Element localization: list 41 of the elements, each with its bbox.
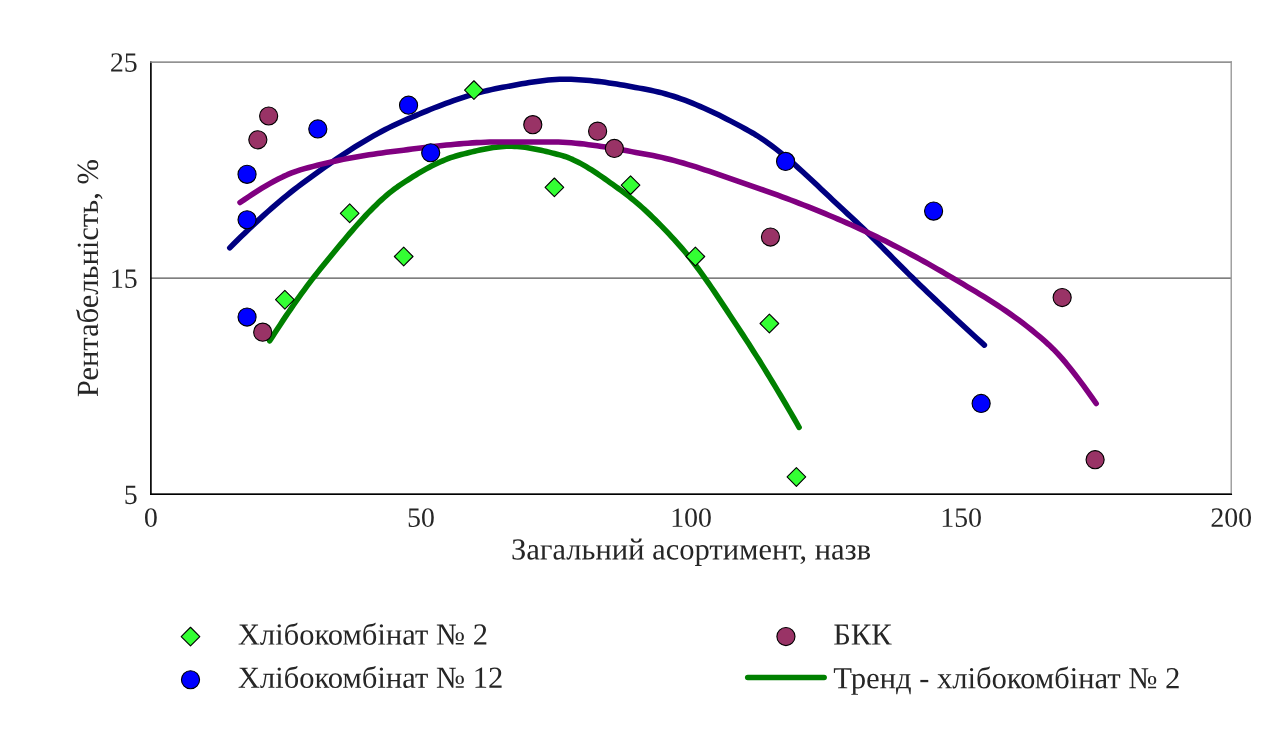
x-tick-label: 100	[672, 508, 711, 528]
point	[339, 203, 360, 224]
point	[620, 175, 641, 196]
legend-label: Тренд - хлібокомбінат № 2	[833, 666, 1179, 695]
point	[786, 467, 807, 487]
legend-label: Хлібокомбінат № 12	[238, 665, 502, 689]
point	[237, 210, 257, 230]
point	[523, 115, 543, 135]
y-axis-title: Рентабельність, %	[75, 160, 103, 397]
x-tick-label: 0	[145, 508, 157, 528]
point	[1085, 450, 1105, 470]
point	[775, 151, 796, 172]
legend-label: Хлібокомбінат № 2	[238, 622, 487, 645]
point	[1052, 287, 1072, 308]
point	[588, 121, 608, 141]
y-tick-label: 5	[125, 485, 137, 505]
point	[248, 130, 268, 150]
x-tick-label: 50	[408, 508, 434, 528]
point	[544, 177, 565, 198]
point	[604, 138, 624, 159]
point	[393, 246, 414, 267]
point	[923, 201, 944, 221]
point	[237, 164, 257, 184]
x-axis-title: Загальний асортимент, назв	[512, 538, 871, 566]
point	[274, 289, 295, 310]
y-tick-label: 25	[111, 53, 137, 72]
point	[760, 227, 781, 247]
point	[685, 246, 706, 267]
point	[464, 80, 484, 100]
point	[421, 143, 441, 163]
point	[308, 119, 328, 139]
point	[398, 95, 419, 115]
point	[259, 106, 279, 126]
point	[971, 393, 991, 414]
y-tick-label: 15	[112, 269, 137, 289]
x-tick-label: 200	[1211, 508, 1251, 528]
legend-label: БКК	[834, 624, 892, 645]
point	[253, 322, 273, 342]
point	[759, 313, 780, 334]
point	[237, 307, 257, 327]
x-tick-label: 150	[942, 508, 981, 528]
